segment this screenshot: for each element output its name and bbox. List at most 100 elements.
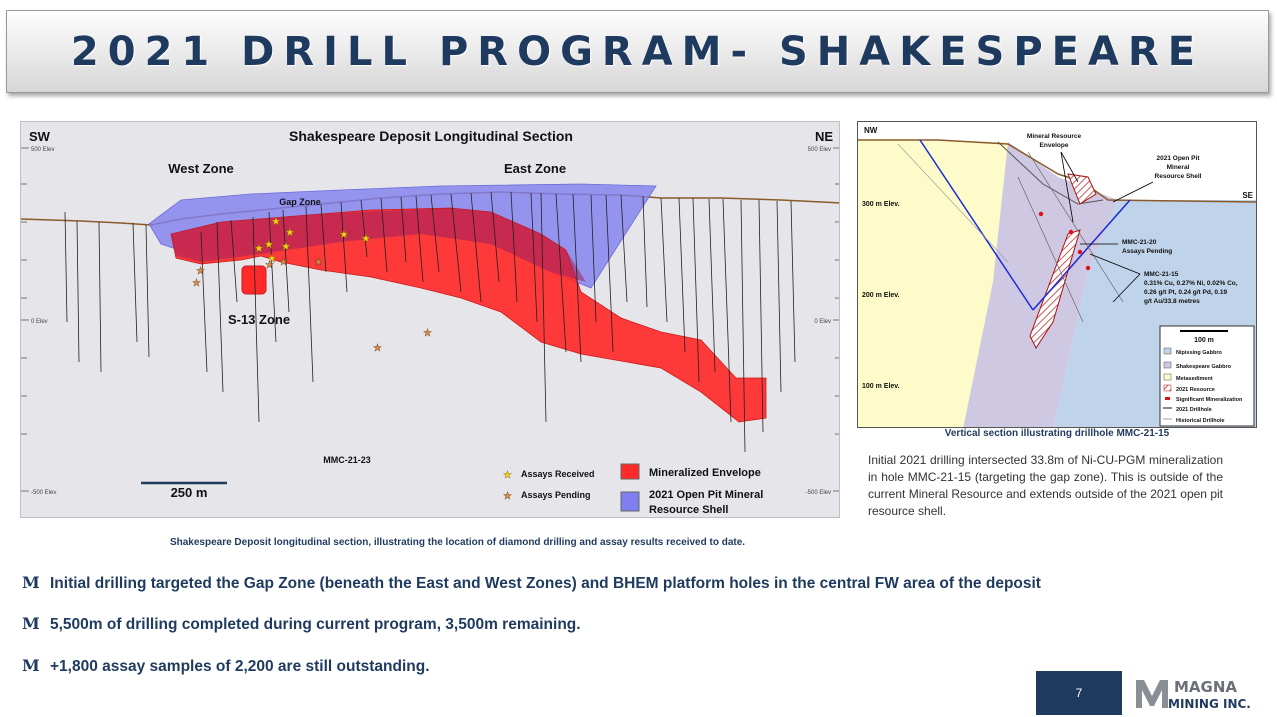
historical-drillhole-2 [1027,151,1124,303]
metasediment-unit [858,140,1018,427]
se-label: SE [1242,191,1253,200]
elev-100-label: 100 m Elev. [862,383,900,390]
legend-metasediment: Metasediment [1176,376,1213,382]
legend-nipissing: Nipissing Gabbro [1176,350,1222,356]
svg-text:★: ★ [314,257,323,268]
bullet-m-icon: M [22,573,40,592]
legend-resource: 2021 Resource [1176,387,1215,393]
legend-received-star: ★ [503,470,512,481]
s13-zone-body [241,265,267,295]
pit-label-line2: Mineral [1167,164,1190,171]
svg-text:★: ★ [196,266,205,277]
elev-top-left: 500 Elev [31,147,54,153]
svg-text:★: ★ [361,232,371,245]
svg-text:★: ★ [281,240,291,253]
legend-significant: Significant Mineralization [1176,397,1243,403]
elev-300-label: 300 m Elev. [862,201,900,208]
east-zone-label: East Zone [504,161,566,176]
svg-text:★: ★ [264,238,274,251]
west-zone-label: West Zone [168,161,234,176]
elev-top-right: 500 Elev [808,147,831,153]
resource-envelope-shape [1067,173,1097,205]
longitudinal-section-diagram: ★★ ★ ★ ★★ ★★ ★★★ ★ ★★★ ★ ★ SW NE Shakespeare… [21,128,839,516]
vertical-legend: 100 m Nipissing Gabbro Shakespeare Gabbr… [1159,325,1255,427]
magna-m-mark-icon [1136,680,1168,708]
svg-text:★: ★ [279,257,288,268]
bullet-text: +1,800 assay samples of 2,200 are still … [50,658,430,675]
legend-envelope-swatch [620,463,640,480]
svg-text:★: ★ [265,260,274,271]
mre-label-line2: Envelope [1040,142,1069,149]
logo-line2: MINING INC. [1168,697,1251,711]
ne-label: NE [815,129,833,144]
vertical-pit-shell [997,141,1104,205]
legend-shakespeare: Shakespeare Gabbro [1176,364,1232,370]
drillhole-blue-1 [919,139,1034,311]
vert-scale-label: 100 m [1194,337,1214,344]
vertical-topography [858,139,1256,203]
vertical-section-description: Initial 2021 drilling intersected 33.8m … [868,453,1223,518]
sw-label: SW [29,129,51,144]
svg-text:★: ★ [423,328,432,339]
bullet-item: M Initial drilling targeted the Gap Zone … [22,573,1041,593]
historical-drillhole-1 [1017,176,1084,323]
bullet-m-icon: M [22,656,40,675]
legend-historical: Historical Drillhole [1176,418,1225,424]
pit-label-line1: 2021 Open Pit [1157,155,1201,162]
legend-pit-shell-line2: Resource Shell [649,504,728,516]
shakespeare-gabbro-unit [963,142,1118,427]
legend-pending-star: ★ [503,491,512,502]
bullet-item: M +1,800 assay samples of 2,200 are still… [22,656,430,676]
s13-zone-label: S-13 Zone [228,312,290,327]
bullet-text: Initial drilling targeted the Gap Zone (… [50,575,1041,592]
mmc-21-15-label: MMC-21-15 [1144,271,1179,278]
elev-bottom-left: -500 Elev [31,490,56,496]
magna-mining-logo: MAGNA MINING INC. [1130,672,1266,714]
title-bar: 2021 DRILL PROGRAM- SHAKESPEARE [6,10,1269,93]
svg-text:★: ★ [271,215,281,228]
mmc-21-15-line3: g/t Au/33.8 metres [1144,298,1200,305]
legend-pit-shell-line1: 2021 Open Pit Mineral [649,489,763,501]
legend-assays-pending: Assays Pending [521,490,591,500]
bullet-m-icon: M [22,614,40,633]
mmc-21-15-line2: 0.26 g/t Pt, 0.24 g/t Pd, 0.19 [1144,289,1227,296]
svg-text:★: ★ [285,226,295,239]
legend-pit-swatch [620,491,640,512]
svg-text:★: ★ [373,343,382,354]
assay-pending-stars: ★★★ ★ ★★★ [192,257,432,354]
elev-mid-right: 0 Elev [814,319,831,325]
svg-text:★: ★ [339,228,349,241]
callout-lines [1060,151,1154,303]
scale-bar-label: 250 m [171,485,208,500]
vertical-section-diagram: NW SE 300 m Elev. 200 m Elev. 100 m Elev… [858,126,1256,427]
longitudinal-section-caption: Shakespeare Deposit longitudinal section… [169,537,746,548]
pit-label-line3: Resource Shell [1155,173,1202,180]
drillholes [64,191,796,453]
elev-bottom-right: -500 Elev [806,490,831,496]
vertical-section-caption: Vertical section illustrating drillhole … [944,428,1170,439]
gap-zone-label: Gap Zone [279,197,321,207]
mre-label-line1: Mineral Resource [1027,133,1082,140]
bullet-text: 5,500m of drilling completed during curr… [50,616,581,633]
logo-line1: MAGNA [1174,678,1237,696]
long-section-title: Shakespeare Deposit Longitudinal Section [289,128,573,144]
elev-mid-left: 0 Elev [31,319,48,325]
svg-text:★: ★ [267,252,277,265]
bullet-item: M 5,500m of drilling completed during cur… [22,614,581,634]
nw-label: NW [864,126,878,135]
significant-mineralization-marks [1038,211,1091,271]
hole-mmc-21-23-label: MMC-21-23 [323,455,371,465]
mmc-21-20-label: MMC-21-20 [1122,239,1157,246]
legend-assays-received: Assays Received [521,469,595,479]
envelope-shell-overlap [171,208,586,282]
mmc-21-20-status: Assays Pending [1122,248,1172,255]
svg-text:★: ★ [254,242,264,255]
mmc-21-15-line1: 0.31% Cu, 0.27% Ni, 0.02% Co, [1144,280,1238,287]
drillhole-blue-2 [1032,199,1131,311]
svg-text:★: ★ [192,278,201,289]
page-number: 7 [1036,671,1122,715]
elev-200-label: 200 m Elev. [862,292,900,299]
slide-title: 2021 DRILL PROGRAM- SHAKESPEARE [70,29,1205,75]
mineralized-envelope [170,207,767,423]
legend-mineralized-envelope: Mineralized Envelope [649,467,761,479]
